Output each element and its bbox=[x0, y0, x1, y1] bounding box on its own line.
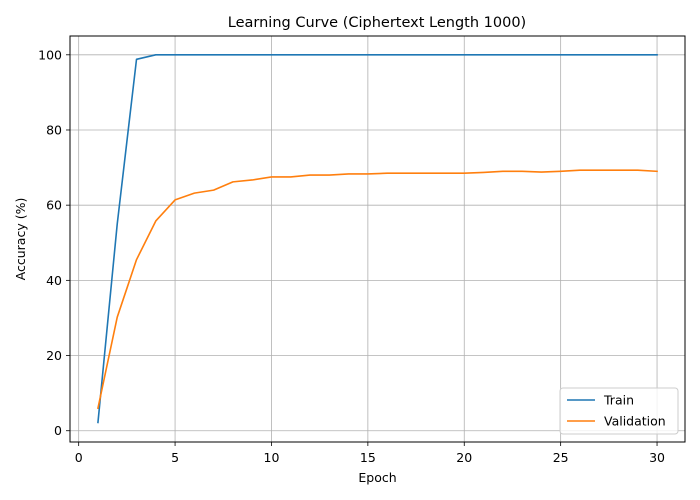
x-tick-label: 10 bbox=[264, 450, 280, 465]
y-tick-label: 60 bbox=[46, 198, 62, 213]
y-tick-label: 80 bbox=[46, 122, 62, 137]
x-axis-label: Epoch bbox=[358, 470, 396, 485]
x-tick-label: 30 bbox=[649, 450, 665, 465]
series-line-train bbox=[97, 53, 658, 424]
x-tick-label: 5 bbox=[171, 450, 179, 465]
x-tick-label: 25 bbox=[553, 450, 569, 465]
axis-ticks: 0 5 10 15 20 25 30 0 20 40 60 80 100 bbox=[38, 47, 665, 465]
y-tick-label: 0 bbox=[54, 423, 62, 438]
legend-label-validation: Validation bbox=[604, 414, 666, 429]
legend: Train Validation bbox=[559, 387, 679, 435]
y-axis-label: Accuracy (%) bbox=[13, 198, 28, 281]
plot-frame bbox=[69, 35, 686, 443]
plot-series bbox=[97, 53, 658, 424]
y-tick-label: 20 bbox=[46, 348, 62, 363]
y-tick-label: 40 bbox=[46, 273, 62, 288]
y-tick-label: 100 bbox=[38, 47, 62, 62]
x-tick-label: 15 bbox=[360, 450, 376, 465]
grid-lines bbox=[70, 36, 685, 442]
series-line-validation bbox=[97, 169, 658, 410]
x-tick-label: 20 bbox=[456, 450, 472, 465]
legend-label-train: Train bbox=[603, 393, 634, 408]
chart-title: Learning Curve (Ciphertext Length 1000) bbox=[228, 15, 526, 31]
x-tick-label: 0 bbox=[75, 450, 83, 465]
